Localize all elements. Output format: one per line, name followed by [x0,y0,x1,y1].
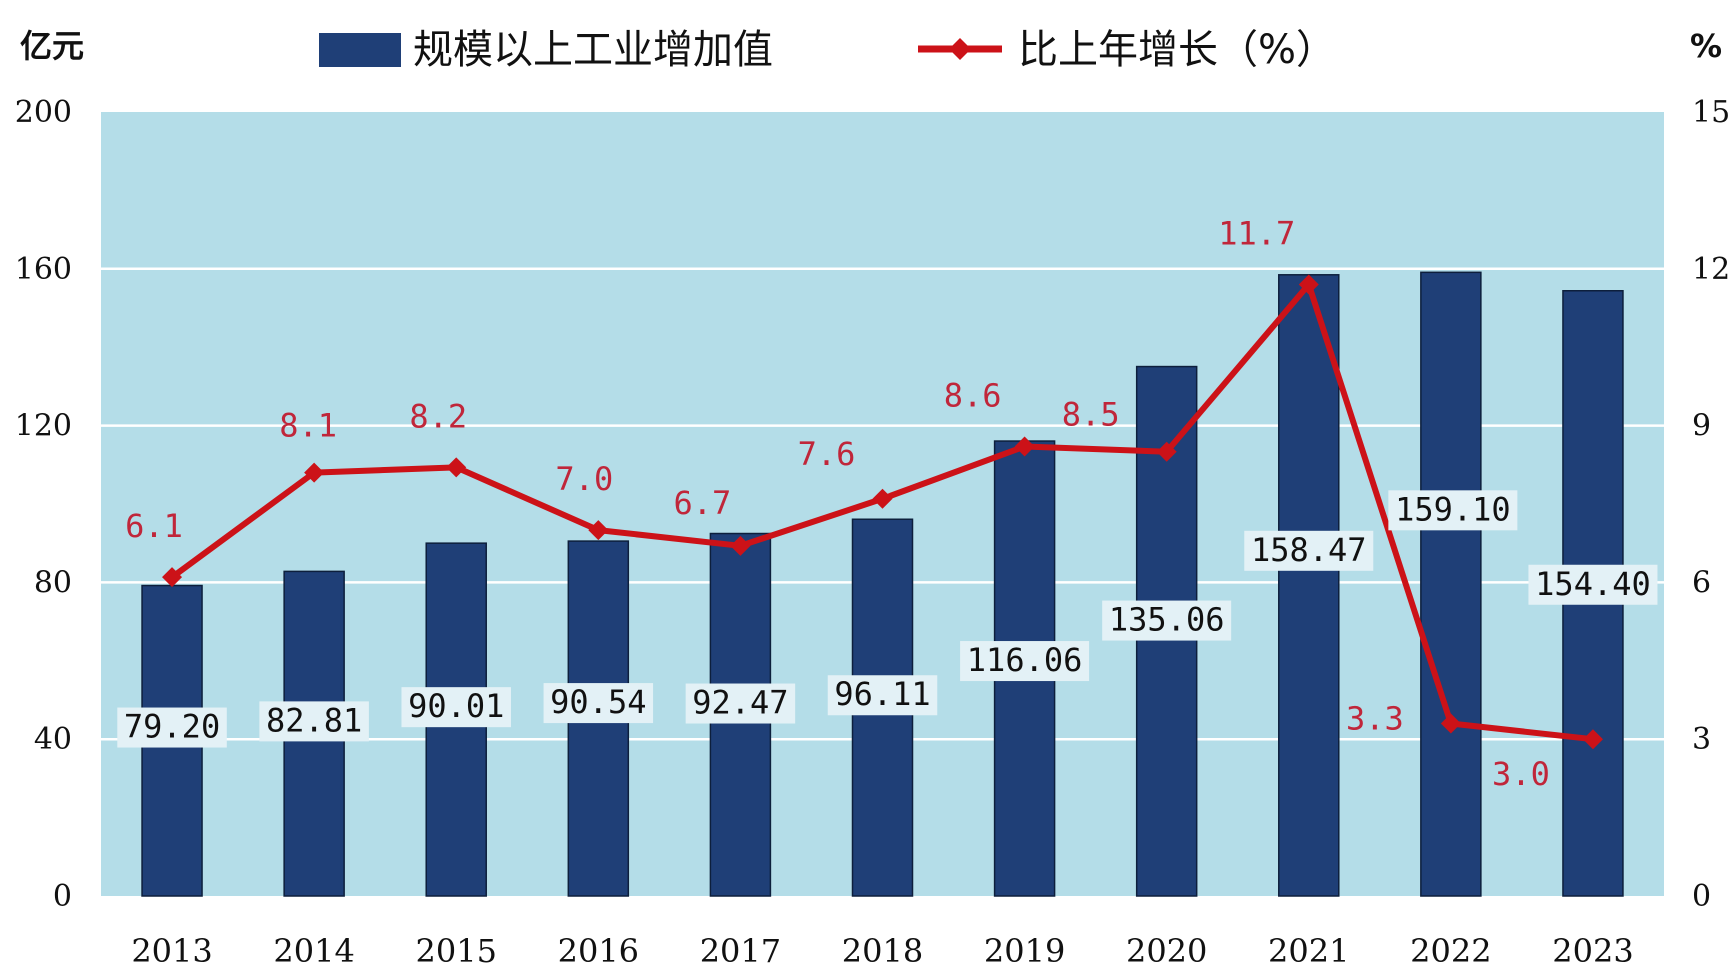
growth-value-label: 8.5 [1062,396,1120,434]
right-tick-label: 6 [1692,565,1711,600]
growth-line [162,274,1603,750]
right-tick-label: 12 [1692,252,1730,287]
bar-label-bg [1102,600,1232,641]
line-point [730,535,751,556]
bar-label-bg [960,641,1090,682]
right-tick-label: 15 [1692,95,1730,130]
left-tick-label: 40 [34,722,72,757]
bar-value-label: 96.11 [834,675,930,713]
legend-line-label: 比上年增长（%） [1018,27,1336,73]
left-tick-label: 120 [15,409,72,444]
line-point [872,488,893,509]
line-point [1014,436,1035,457]
line-point [1440,713,1461,734]
bar-value-label: 159.10 [1395,490,1511,528]
growth-value-label: 11.7 [1218,214,1295,252]
bar-label-bg [1244,530,1374,571]
growth-value-label: 7.0 [555,460,613,498]
x-tick-label: 2021 [1268,932,1349,970]
left-axis-unit: 亿元 [20,27,84,65]
growth-value-label: 6.7 [674,484,732,522]
x-tick-label: 2013 [131,932,212,970]
right-axis-unit: % [1690,27,1722,65]
line-point [446,457,467,478]
bar-label-bg [827,675,938,716]
growth-value-label: 8.6 [944,377,1002,415]
line-point [1156,441,1177,462]
x-tick-label: 2018 [842,932,923,970]
legend-bar-swatch [319,33,401,67]
growth-value-label: 6.1 [125,507,183,545]
growth-value-label: 3.0 [1492,755,1550,793]
bar-value-label: 79.20 [124,708,220,746]
x-tick-label: 2017 [700,932,781,970]
line-point [304,462,325,483]
bar-label-bg [117,707,227,748]
bar [1278,274,1340,897]
bar-value-label: 135.06 [1109,601,1225,639]
bar-value-label: 158.47 [1251,531,1367,569]
legend[interactable]: 规模以上工业增加值 比上年增长（%） [319,27,1336,73]
right-tick-label: 0 [1692,879,1711,914]
growth-value-label: 8.1 [279,407,337,445]
legend-bar-label: 规模以上工业增加值 [413,27,773,73]
bar-label-bg [1388,490,1518,531]
bar-value-label: 90.54 [550,683,646,721]
right-tick-label: 9 [1692,409,1711,444]
x-tick-label: 2016 [558,932,639,970]
line-point [162,567,183,588]
axes: 0 40 80 120 160 200 0 3 6 9 12 15 2013 2014 2015 2016 20… [15,95,1730,970]
x-tick-label: 2015 [416,932,497,970]
bar-value-label: 82.81 [266,701,362,739]
growth-value-label: 3.3 [1346,700,1404,738]
x-tick-label: 2019 [984,932,1065,970]
growth-value-label: 7.6 [798,435,856,473]
x-tick-label: 2022 [1410,932,1491,970]
bar-value-label: 92.47 [692,684,788,722]
bar-label-bg [259,701,369,742]
growth-value-label: 8.2 [409,397,467,435]
bar-label-bg [543,683,654,724]
bar-label-bg [685,683,796,724]
line-point [588,520,609,541]
bar-label-bg [401,687,511,728]
line-point [1582,729,1603,750]
left-tick-label: 80 [34,565,72,600]
left-tick-label: 200 [15,95,72,130]
line-point [1298,274,1319,295]
bar-value-label: 116.06 [967,641,1083,679]
bar [1420,271,1482,897]
data-labels: 79.20 82.81 90.01 90.54 92.47 96.11 116.06 135.… [117,214,1658,793]
legend-line-marker [949,38,971,60]
bar-value-label: 154.40 [1535,565,1651,603]
x-tick-label: 2014 [273,932,354,970]
left-tick-label: 160 [15,252,72,287]
right-tick-label: 3 [1692,722,1711,757]
x-tick-label: 2020 [1126,932,1207,970]
bar-value-label: 90.01 [408,687,504,725]
left-tick-label: 0 [53,879,72,914]
x-tick-label: 2023 [1552,932,1633,970]
bar-label-bg [1528,564,1658,605]
